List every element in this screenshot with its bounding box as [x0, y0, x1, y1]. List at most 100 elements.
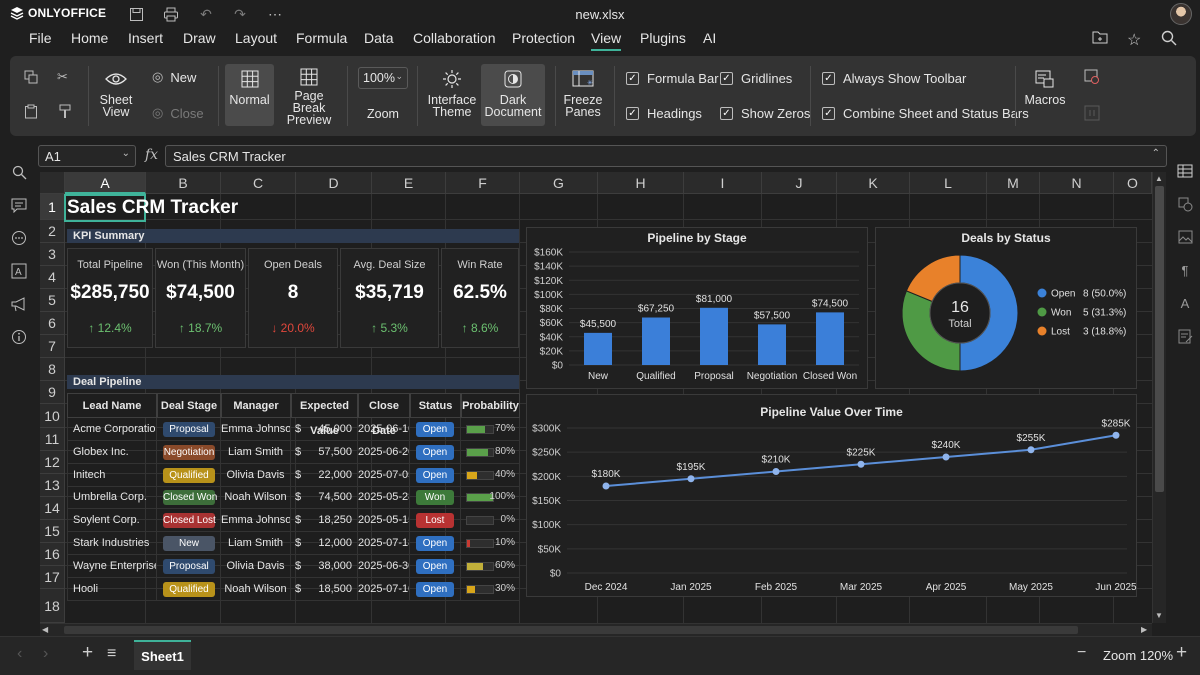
data-point[interactable]: [1027, 446, 1035, 454]
close-date-cell[interactable]: 2025-06-10: [358, 418, 410, 441]
menu-insert[interactable]: Insert: [128, 30, 164, 46]
status-cell[interactable]: Open: [410, 440, 461, 464]
deal-stage-cell[interactable]: Closed Won: [157, 486, 221, 510]
manager-cell[interactable]: Olivia Davis: [221, 554, 291, 578]
row-header-2[interactable]: 2: [40, 220, 65, 243]
zoom-out-icon[interactable]: −: [1077, 644, 1087, 661]
sheet-list-icon[interactable]: ≡: [107, 645, 117, 662]
deal-stage-cell[interactable]: Proposal: [157, 554, 221, 578]
probability-cell[interactable]: 10%: [461, 532, 520, 555]
data-point[interactable]: [602, 482, 610, 490]
interface-theme-button[interactable]: Interface Theme: [426, 64, 478, 126]
row-header-16[interactable]: 16: [40, 543, 65, 566]
combine-bars-checkbox[interactable]: ✓ Combine Sheet and Status Bars: [822, 106, 1029, 121]
manager-cell[interactable]: Liam Smith: [221, 532, 291, 555]
column-header-n[interactable]: N: [1040, 172, 1114, 194]
lead-name-cell[interactable]: Soylent Corp.: [67, 509, 157, 533]
prev-sheet-icon[interactable]: ‹: [17, 645, 23, 662]
probability-cell[interactable]: 70%: [461, 418, 520, 441]
lead-name-cell[interactable]: Stark Industries: [67, 532, 157, 555]
expected-value-cell[interactable]: $38,000: [291, 554, 358, 578]
gridlines-checkbox[interactable]: ✓ Gridlines: [720, 71, 792, 86]
status-cell[interactable]: Open: [410, 532, 461, 555]
lead-name-cell[interactable]: Globex Inc.: [67, 440, 157, 464]
status-cell[interactable]: Lost: [410, 509, 461, 533]
next-sheet-icon[interactable]: ›: [43, 645, 49, 662]
user-avatar[interactable]: [1170, 3, 1192, 25]
row-header-14[interactable]: 14: [40, 497, 65, 520]
menu-layout[interactable]: Layout: [235, 30, 278, 46]
expected-value-cell[interactable]: $74,500: [291, 486, 358, 510]
function-icon[interactable]: fx: [145, 147, 159, 163]
expected-value-cell[interactable]: $18,500: [291, 577, 358, 601]
more-icon[interactable]: ⋯: [268, 5, 282, 22]
scroll-down-icon[interactable]: ▼: [1155, 611, 1163, 620]
data-point[interactable]: [1112, 431, 1120, 439]
paragraph-settings-icon[interactable]: ¶: [1181, 262, 1189, 278]
probability-cell[interactable]: 100%: [461, 486, 520, 510]
show-zeros-checkbox[interactable]: ✓ Show Zeros: [720, 106, 810, 121]
column-header-e[interactable]: E: [372, 172, 446, 194]
row-header-12[interactable]: 12: [40, 451, 65, 474]
close-date-cell[interactable]: 2025-07-10: [358, 577, 410, 601]
row-header-7[interactable]: 7: [40, 335, 65, 358]
row-header-18[interactable]: 18: [40, 589, 65, 623]
row-header-6[interactable]: 6: [40, 312, 65, 335]
column-header-o[interactable]: O: [1114, 172, 1152, 194]
comments-icon[interactable]: [9, 195, 29, 215]
search-icon[interactable]: [1161, 30, 1177, 51]
bar[interactable]: [816, 312, 844, 365]
sheet-tab-sheet1[interactable]: Sheet1: [134, 640, 191, 670]
undo-icon[interactable]: ↶: [200, 5, 212, 22]
new-view-button[interactable]: ◎ New: [152, 69, 196, 85]
macros-button[interactable]: Macros: [1022, 64, 1068, 126]
chat-icon[interactable]: [9, 228, 29, 248]
expected-value-cell[interactable]: $45,000: [291, 418, 358, 441]
expected-value-cell[interactable]: $22,000: [291, 463, 358, 487]
status-cell[interactable]: Open: [410, 577, 461, 601]
copy-icon[interactable]: [24, 70, 38, 87]
close-date-cell[interactable]: 2025-05-28: [358, 486, 410, 510]
column-header-j[interactable]: J: [762, 172, 837, 194]
paste-icon[interactable]: [24, 104, 38, 122]
expected-value-cell[interactable]: $57,500: [291, 440, 358, 464]
scrollbar-thumb[interactable]: [1155, 186, 1164, 492]
zoom-dropdown[interactable]: 100% ⌄: [358, 67, 408, 89]
menu-ai[interactable]: AI: [703, 30, 717, 46]
scroll-left-icon[interactable]: ◀: [42, 625, 49, 634]
deal-stage-cell[interactable]: Closed Lost: [157, 509, 221, 533]
row-header-4[interactable]: 4: [40, 266, 65, 289]
signature-icon[interactable]: [1176, 327, 1194, 345]
name-box[interactable]: A1 ⌄: [38, 145, 136, 167]
deal-stage-cell[interactable]: Proposal: [157, 418, 221, 441]
lead-name-cell[interactable]: Initech: [67, 463, 157, 487]
pipeline-by-stage-chart[interactable]: Pipeline by Stage $0 $20K $40K $60K $80K $100…: [526, 227, 868, 389]
probability-cell[interactable]: 60%: [461, 554, 520, 578]
record-macro-icon[interactable]: [1084, 69, 1100, 88]
close-date-cell[interactable]: 2025-07-05: [358, 463, 410, 487]
column-header-f[interactable]: F: [446, 172, 520, 194]
lead-name-cell[interactable]: Hooli: [67, 577, 157, 601]
menu-collaboration[interactable]: Collaboration: [413, 30, 496, 46]
close-view-button[interactable]: ◎ Close: [152, 105, 204, 121]
column-header-b[interactable]: B: [146, 172, 221, 194]
status-cell[interactable]: Open: [410, 554, 461, 578]
lead-name-cell[interactable]: Umbrella Corp.: [67, 486, 157, 510]
lead-name-cell[interactable]: Wayne Enterprises: [67, 554, 157, 578]
deal-stage-cell[interactable]: New: [157, 532, 221, 555]
column-header-l[interactable]: L: [910, 172, 987, 194]
redo-icon[interactable]: ↷: [234, 5, 246, 22]
open-file-location-icon[interactable]: [1092, 30, 1109, 50]
formula-bar-checkbox[interactable]: ✓ Formula Bar: [626, 71, 719, 86]
close-date-cell[interactable]: 2025-07-18: [358, 532, 410, 555]
data-point[interactable]: [942, 453, 950, 461]
row-header-17[interactable]: 17: [40, 566, 65, 589]
always-show-toolbar-checkbox[interactable]: ✓ Always Show Toolbar: [822, 71, 966, 86]
manager-cell[interactable]: Olivia Davis: [221, 463, 291, 487]
row-header-10[interactable]: 10: [40, 404, 65, 428]
row-header-8[interactable]: 8: [40, 358, 65, 381]
menu-plugins[interactable]: Plugins: [640, 30, 686, 46]
row-header-15[interactable]: 15: [40, 520, 65, 543]
add-sheet-icon[interactable]: +: [82, 642, 94, 663]
menu-home[interactable]: Home: [71, 30, 109, 46]
